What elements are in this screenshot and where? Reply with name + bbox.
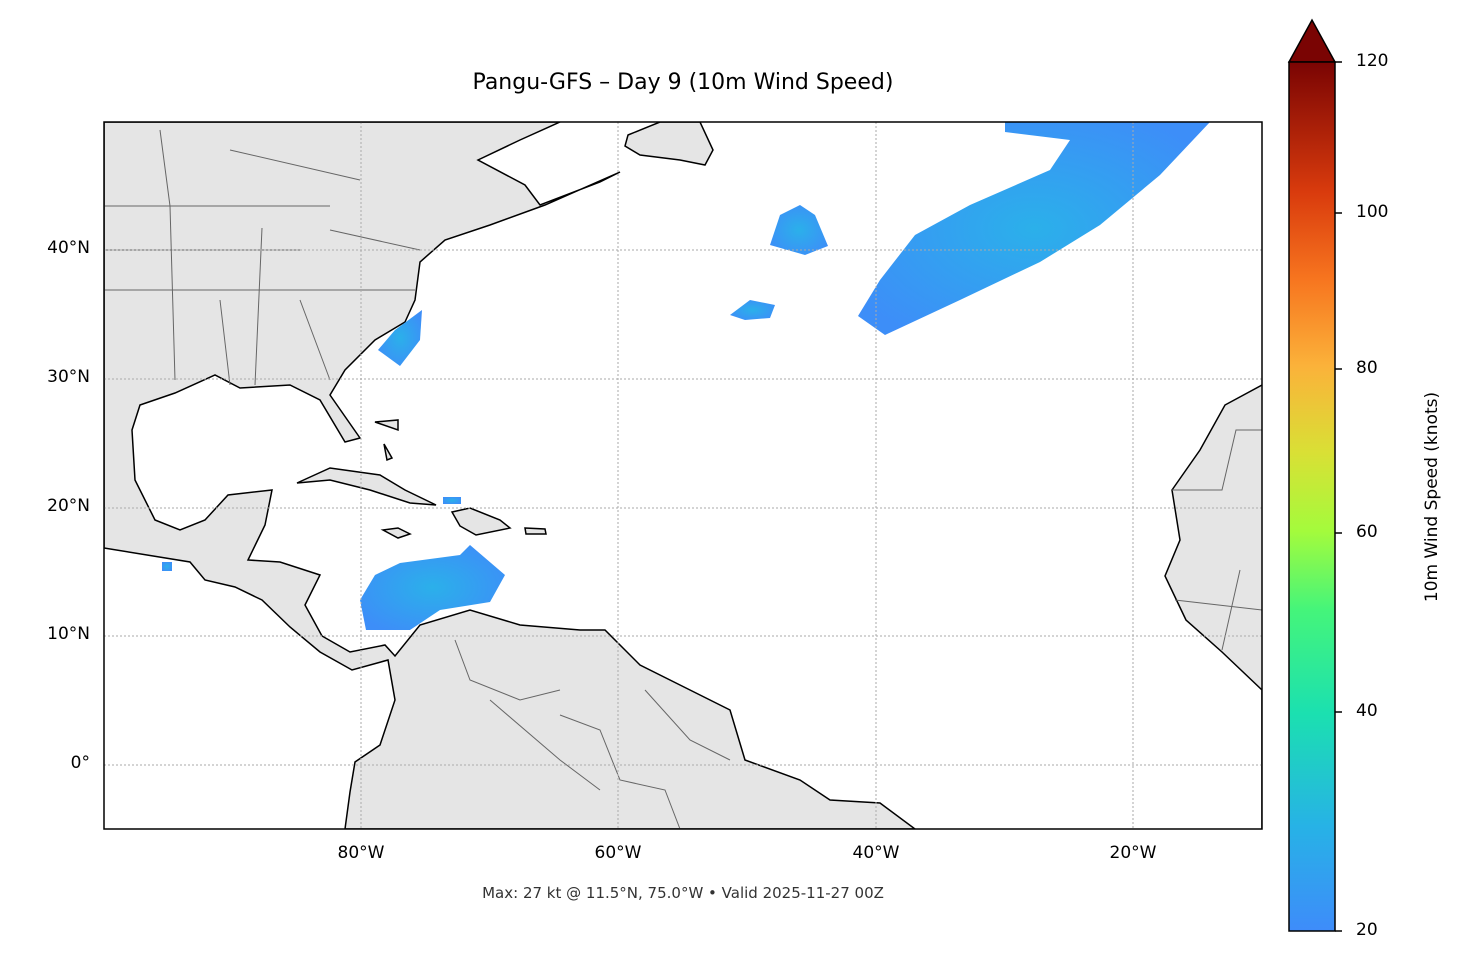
lat-tick: 40°N bbox=[47, 238, 90, 258]
colorbar-tick: 20 bbox=[1356, 920, 1378, 940]
admin-borders bbox=[104, 129, 1262, 829]
lon-tick: 20°W bbox=[1109, 843, 1157, 863]
colorbar-tick: 40 bbox=[1356, 701, 1378, 721]
wind-area-central-atlantic bbox=[770, 205, 828, 255]
cuba bbox=[296, 467, 437, 506]
africa-land bbox=[1164, 384, 1262, 829]
colorbar bbox=[1287, 18, 1342, 932]
colorbar-label: 10m Wind Speed (knots) bbox=[1422, 391, 1442, 603]
map-frame bbox=[103, 121, 1263, 830]
gridlines bbox=[104, 122, 1262, 829]
lat-tick: 0° bbox=[70, 753, 90, 773]
colorbar-tick: 120 bbox=[1356, 51, 1389, 71]
colorbar-gradient bbox=[1288, 61, 1336, 932]
wind-area-small bbox=[730, 300, 775, 320]
wind-area-north-atlantic bbox=[858, 122, 1210, 335]
map-title: Pangu-GFS – Day 9 (10m Wind Speed) bbox=[472, 70, 894, 95]
lat-tick: 20°N bbox=[47, 496, 90, 516]
wind-speed-field bbox=[162, 122, 1210, 630]
lon-tick: 40°W bbox=[852, 843, 900, 863]
lon-tick: 80°W bbox=[337, 843, 385, 863]
lon-tick: 60°W bbox=[594, 843, 642, 863]
jamaica bbox=[380, 527, 412, 539]
colorbar-tick: 80 bbox=[1356, 358, 1378, 378]
wind-area-caribbean bbox=[360, 545, 505, 630]
bahamas bbox=[374, 419, 399, 462]
americas-land bbox=[104, 122, 917, 829]
newfoundland bbox=[624, 122, 714, 166]
colorbar-tick: 60 bbox=[1356, 522, 1378, 542]
colorbar-extend-arrow bbox=[1287, 18, 1337, 63]
lat-tick: 10°N bbox=[47, 624, 90, 644]
colorbar-tick: 100 bbox=[1356, 202, 1389, 222]
wind-area-carolina bbox=[378, 310, 422, 366]
puerto-rico bbox=[524, 527, 547, 535]
lat-tick: 30°N bbox=[47, 367, 90, 387]
max-valid-footer: Max: 27 kt @ 11.5°N, 75.0°W • Valid 2025… bbox=[482, 884, 884, 902]
